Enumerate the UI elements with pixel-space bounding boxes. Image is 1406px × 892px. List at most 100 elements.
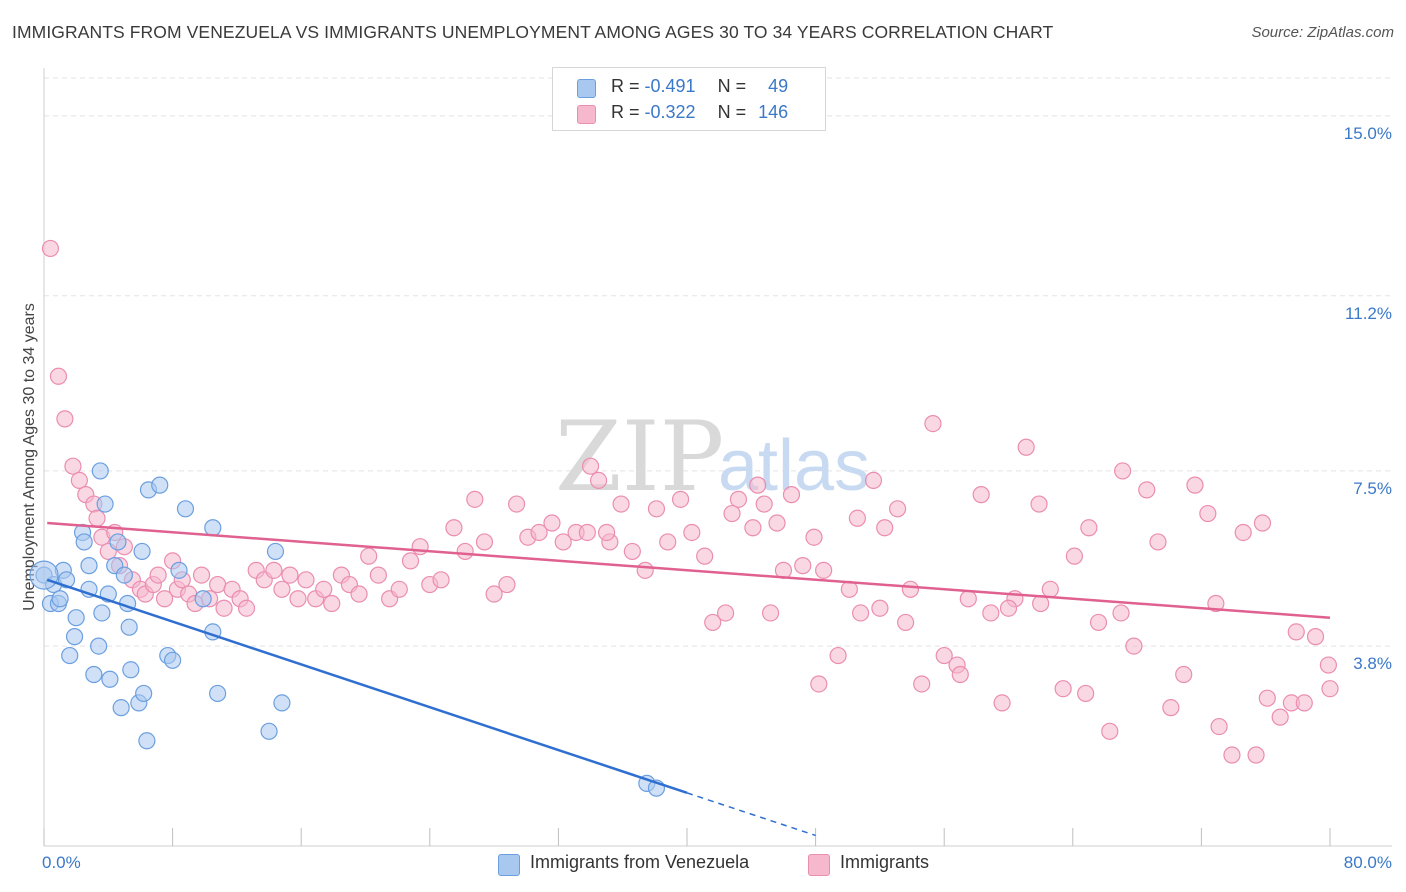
point-immigrants (1258, 689, 1276, 707)
trend-line-immigrants (47, 521, 1331, 619)
point-immigrants (982, 604, 1000, 622)
point-immigrants (794, 557, 812, 575)
point-immigrants (411, 538, 429, 556)
point-immigrants (456, 542, 474, 561)
point-immigrants (508, 495, 526, 513)
point-immigrants (1065, 547, 1084, 565)
point-immigrants (475, 533, 494, 551)
point-immigrants (237, 599, 256, 617)
point-immigrants (41, 239, 60, 258)
point-immigrants (215, 599, 233, 617)
point-immigrants (647, 500, 666, 518)
point-immigrants (360, 547, 378, 565)
point-immigrants (64, 457, 82, 475)
point-immigrants (581, 457, 600, 475)
point-immigrants (723, 504, 741, 523)
y-tick-label: 7.5% (1353, 478, 1392, 498)
gridlines (44, 77, 1392, 647)
point-immigrants (350, 585, 368, 603)
trend-line-venezuela (46, 578, 688, 795)
point-venezuela (260, 722, 278, 740)
point-immigrants (897, 613, 915, 632)
point-immigrants (155, 590, 174, 608)
point-immigrants (1247, 746, 1265, 764)
point-immigrants (935, 646, 953, 665)
point-immigrants (485, 585, 503, 603)
point-immigrants (749, 476, 767, 494)
point-immigrants (1138, 481, 1156, 499)
point-immigrants (888, 500, 907, 518)
point-immigrants (876, 519, 894, 537)
point-immigrants (744, 519, 762, 537)
point-venezuela (266, 542, 285, 561)
point-venezuela (91, 462, 109, 480)
point-immigrants (543, 514, 561, 532)
point-immigrants (951, 665, 969, 684)
point-immigrants (704, 613, 722, 632)
point-venezuela (65, 628, 84, 646)
point-venezuela (133, 542, 151, 561)
point-venezuela (151, 476, 169, 494)
point-immigrants (612, 495, 630, 513)
point-immigrants (1112, 604, 1130, 622)
point-immigrants (466, 490, 484, 508)
point-venezuela (75, 533, 93, 551)
point-venezuela (164, 651, 182, 669)
legend-swatch-blue (577, 79, 596, 98)
point-immigrants (1271, 708, 1289, 726)
point-venezuela (176, 500, 195, 518)
point-venezuela (93, 604, 111, 622)
point-immigrants (1287, 623, 1305, 641)
point-immigrants (623, 542, 641, 561)
y-tick-label: 15.0% (1343, 123, 1392, 143)
point-venezuela (120, 618, 138, 636)
point-immigrants (530, 523, 548, 542)
point-immigrants (554, 533, 572, 551)
point-immigrants (761, 604, 780, 622)
point-immigrants (56, 410, 74, 428)
point-immigrants (1207, 594, 1225, 613)
point-immigrants (273, 580, 291, 598)
watermark-zip: ZIP (555, 401, 724, 513)
point-immigrants (716, 604, 735, 622)
point-immigrants (1306, 628, 1325, 646)
point-immigrants (924, 414, 942, 433)
point-immigrants (209, 575, 227, 594)
point-immigrants (768, 514, 786, 532)
point-immigrants (659, 533, 677, 551)
legend-text: R = -0.491 N = 49 (611, 76, 789, 96)
point-immigrants (323, 594, 341, 613)
point-immigrants (913, 675, 931, 693)
point-immigrants (782, 486, 801, 504)
point-immigrants (1319, 656, 1337, 674)
point-immigrants (1080, 519, 1098, 537)
point-immigrants (1054, 680, 1072, 698)
point-immigrants (589, 471, 608, 490)
point-immigrants (70, 471, 88, 490)
correlation-legend: R = -0.491 N = 49 R = -0.322 N = 146 (552, 67, 826, 131)
point-immigrants (49, 367, 68, 385)
point-immigrants (993, 694, 1011, 712)
point-venezuela-large (29, 560, 59, 590)
point-venezuela (122, 661, 140, 679)
point-immigrants (871, 599, 889, 617)
point-immigrants (315, 580, 333, 598)
point-venezuela (109, 533, 127, 551)
point-immigrants (829, 646, 847, 665)
point-venezuela (61, 646, 79, 665)
point-immigrants (1017, 438, 1035, 456)
point-immigrants (498, 575, 516, 594)
point-venezuela (96, 495, 114, 513)
point-immigrants (1234, 523, 1252, 542)
point-immigrants (192, 566, 211, 584)
point-immigrants (578, 523, 596, 542)
point-immigrants (852, 604, 870, 622)
point-immigrants (598, 523, 616, 542)
point-immigrants (1253, 514, 1272, 532)
legend-swatch-pink (577, 105, 596, 124)
trend-line-venezuela-extension (686, 792, 816, 837)
point-venezuela (115, 566, 133, 584)
point-immigrants (999, 599, 1018, 617)
point-immigrants (1089, 613, 1108, 632)
